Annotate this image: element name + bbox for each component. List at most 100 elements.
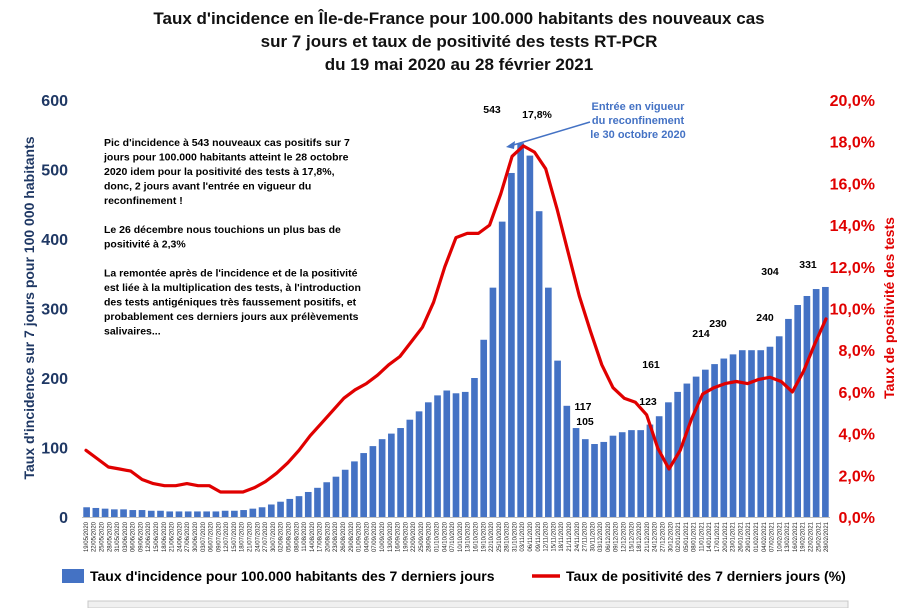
incidence-bar: [794, 305, 801, 517]
x-tick-label: 15/07/2020: [232, 521, 238, 552]
incidence-bar: [609, 435, 617, 517]
reconfinement-annotation-line: le 30 octobre 2020: [590, 129, 685, 141]
x-tick-label: 06/06/2020: [131, 521, 137, 552]
x-tick-label: 30/07/2020: [271, 521, 277, 552]
annotation-text-line: 2020 idem pour la positivité des tests à…: [104, 166, 335, 178]
x-tick-label: 09/12/2020: [614, 521, 620, 552]
x-tick-label: 22/10/2020: [489, 521, 495, 552]
data-label: 17,8%: [522, 109, 552, 121]
x-tick-label: 17/01/2021: [715, 521, 721, 552]
incidence-bar: [378, 439, 386, 517]
x-tick-label: 22/05/2020: [92, 521, 98, 552]
data-label: 105: [576, 416, 594, 428]
annotation-text-line: donc, 2 jours avant l'entrée en vigueur …: [104, 181, 311, 193]
x-tick-label: 03/11/2020: [520, 521, 526, 551]
x-tick-label: 11/01/2021: [699, 521, 705, 551]
x-tick-label: 25/09/2020: [419, 521, 425, 552]
incidence-bar: [655, 416, 663, 517]
x-tick-label: 18/11/2020: [559, 521, 565, 551]
annotation-text-line: positivité à 2,3%: [104, 239, 186, 251]
y-left-tick-label: 0: [59, 510, 68, 527]
incidence-bar: [240, 510, 247, 517]
x-tick-label: 31/10/2020: [512, 521, 518, 552]
x-tick-label: 15/12/2020: [629, 521, 635, 552]
incidence-bar: [702, 369, 709, 517]
incidence-bar: [286, 498, 294, 517]
x-tick-label: 04/09/2020: [364, 521, 370, 552]
y-right-tick-label: 20,0%: [830, 93, 875, 110]
annotation-text-line: jours pour 100.000 habitants atteint le …: [103, 152, 349, 164]
x-tick-label: 01/09/2020: [357, 521, 363, 552]
x-tick-label: 24/11/2020: [575, 521, 581, 551]
incidence-bar: [101, 508, 109, 517]
x-tick-label: 19/05/2020: [84, 521, 90, 552]
x-tick-label: 21/06/2020: [170, 521, 176, 552]
incidence-bar: [692, 376, 700, 517]
x-tick-label: 21/11/2020: [567, 521, 573, 551]
x-tick-label: 29/01/2021: [746, 521, 752, 552]
y-right-tick-label: 6,0%: [839, 385, 875, 402]
x-tick-label: 14/08/2020: [310, 521, 316, 552]
x-tick-label: 24/07/2020: [255, 521, 261, 552]
incidence-bar: [757, 350, 765, 517]
x-tick-label: 23/08/2020: [333, 521, 339, 552]
y-left-tick-label: 500: [41, 163, 68, 180]
x-tick-label: 03/06/2020: [123, 521, 129, 552]
incidence-bar: [766, 346, 774, 517]
x-tick-label: 27/12/2020: [661, 521, 667, 552]
incidence-bar: [812, 289, 820, 517]
x-tick-label: 27/11/2020: [583, 521, 589, 551]
x-tick-label: 28/05/2020: [107, 521, 113, 552]
x-tick-label: 25/02/2021: [816, 521, 822, 552]
x-tick-label: 30/12/2020: [668, 521, 674, 552]
incidence-bar: [203, 511, 210, 517]
incidence-bar: [729, 354, 737, 517]
incidence-bar: [665, 402, 672, 517]
data-label: 304: [761, 266, 779, 278]
legend-bar-label: Taux d'incidence pour 100.000 habitants …: [90, 568, 495, 584]
incidence-bar: [194, 511, 201, 517]
annotation-text-line: des tests antigéniques très faussement p…: [104, 297, 357, 309]
incidence-bar: [369, 446, 377, 517]
incidence-bar: [628, 430, 635, 518]
incidence-bar: [683, 383, 691, 517]
x-tick-label: 11/08/2020: [302, 521, 308, 551]
incidence-bar: [581, 439, 589, 517]
x-tick-label: 12/12/2020: [622, 521, 628, 552]
incidence-bar: [424, 402, 432, 517]
y-right-tick-label: 2,0%: [839, 468, 875, 485]
y-left-tick-label: 100: [41, 441, 68, 458]
data-label: 240: [756, 312, 774, 324]
x-tick-label: 09/06/2020: [138, 521, 144, 552]
incidence-bar: [360, 453, 367, 517]
x-tick-label: 25/05/2020: [100, 521, 106, 552]
incidence-bar: [443, 390, 451, 517]
x-tick-label: 28/10/2020: [505, 521, 511, 552]
x-tick-label: 14/01/2021: [707, 521, 713, 552]
x-tick-label: 07/10/2020: [450, 521, 456, 552]
incidence-bar: [637, 430, 645, 518]
x-tick-label: 30/11/2020: [590, 521, 596, 551]
y-right-tick-label: 10,0%: [830, 302, 875, 319]
incidence-bar: [212, 511, 220, 517]
incidence-bar: [803, 295, 811, 517]
annotation-text-line: Le 26 décembre nous touchions un plus ba…: [104, 224, 341, 236]
incidence-bar: [184, 511, 192, 517]
incidence-bar: [120, 509, 127, 517]
y-left-tick-label: 600: [41, 93, 68, 110]
x-tick-label: 22/09/2020: [411, 521, 417, 552]
incidence-bar: [526, 155, 534, 517]
data-label: 230: [709, 318, 727, 330]
x-tick-label: 06/11/2020: [528, 521, 534, 551]
x-tick-label: 22/02/2021: [809, 521, 815, 552]
x-tick-label: 23/01/2021: [731, 521, 737, 552]
x-tick-label: 01/02/2021: [754, 521, 760, 552]
incidence-bar: [175, 511, 183, 517]
x-tick-label: 04/10/2020: [442, 521, 448, 552]
incidence-bar: [258, 507, 266, 517]
incidence-bar: [554, 360, 561, 518]
x-tick-label: 09/07/2020: [216, 521, 222, 552]
incidence-bar: [221, 510, 229, 517]
incidence-bar: [157, 510, 164, 517]
incidence-bar: [738, 350, 746, 517]
